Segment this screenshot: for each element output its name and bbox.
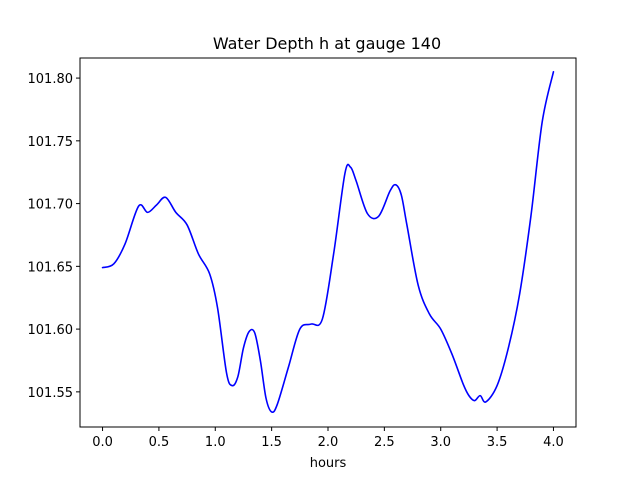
x-tick-label: 2.0	[318, 435, 339, 450]
x-axis-label: hours	[310, 456, 347, 471]
x-tick-label: 1.0	[205, 435, 226, 450]
x-tick-label: 4.0	[543, 435, 564, 450]
y-axis-ticks: 101.55 101.60 101.65 101.70 101.75 101.80	[28, 72, 80, 401]
y-tick-label: 101.55	[28, 386, 74, 401]
x-axis-ticks: 0.0 0.5 1.0 1.5 2.0 2.5 3.0 3.5 4.0	[92, 427, 564, 450]
x-tick-label: 3.5	[487, 435, 508, 450]
x-tick-label: 0.0	[92, 435, 113, 450]
x-tick-label: 3.0	[430, 435, 451, 450]
x-tick-label: 2.5	[374, 435, 395, 450]
y-tick-label: 101.60	[28, 323, 74, 338]
chart-title: Water Depth h at gauge 140	[213, 34, 441, 53]
series-layer	[101, 71, 555, 414]
x-tick-label: 0.5	[149, 435, 170, 450]
series-line	[101, 71, 555, 414]
y-tick-label: 101.75	[28, 135, 74, 150]
y-tick-label: 101.80	[28, 72, 74, 87]
y-tick-label: 101.70	[28, 198, 74, 213]
x-tick-label: 1.5	[261, 435, 282, 450]
y-tick-label: 101.65	[28, 260, 74, 275]
